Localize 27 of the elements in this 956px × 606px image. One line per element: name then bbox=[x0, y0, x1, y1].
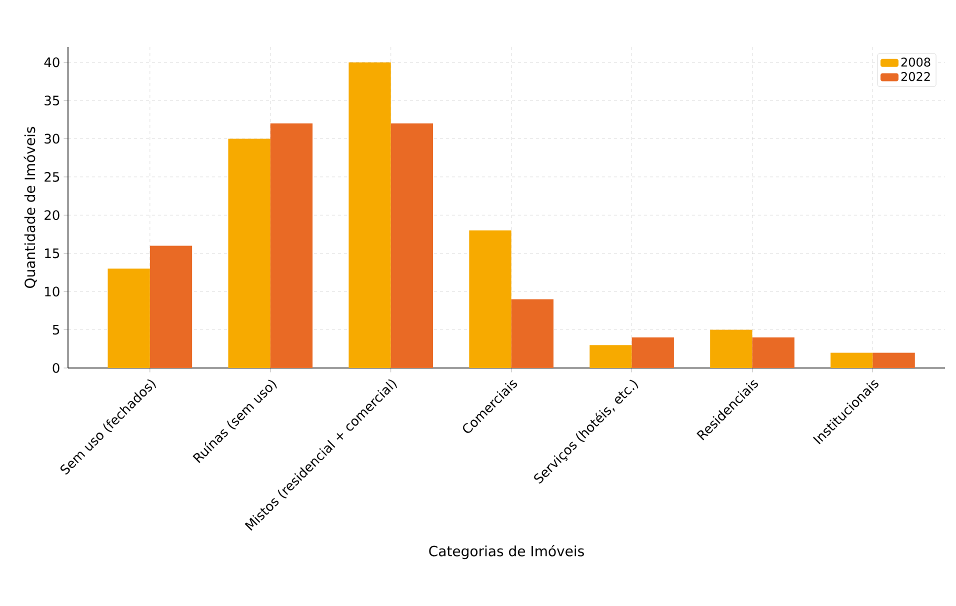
bar bbox=[830, 352, 873, 368]
bar bbox=[108, 268, 150, 368]
y-tick-label: 30 bbox=[44, 134, 60, 144]
bar bbox=[469, 230, 512, 368]
x-axis-title: Categorias de Imóveis bbox=[429, 544, 584, 560]
legend-label: 2022 bbox=[901, 72, 930, 82]
y-tick-label: 40 bbox=[44, 57, 60, 68]
bar bbox=[710, 330, 752, 368]
bar bbox=[872, 352, 915, 368]
y-tick-label: 5 bbox=[52, 324, 60, 335]
y-tick-label: 10 bbox=[45, 286, 60, 296]
y-tick-label: 0 bbox=[52, 363, 60, 373]
bar bbox=[590, 345, 632, 368]
bar bbox=[752, 337, 794, 368]
bar bbox=[511, 299, 554, 368]
bar bbox=[270, 123, 313, 368]
y-tick-label: 35 bbox=[44, 96, 60, 106]
y-tick-label: 20 bbox=[44, 210, 60, 220]
bar bbox=[348, 62, 391, 368]
y-tick-label: 25 bbox=[44, 172, 60, 182]
y-axis-title: Quantidade de Imóveis bbox=[24, 126, 37, 288]
bar bbox=[150, 246, 192, 368]
legend-label: 2008 bbox=[901, 58, 930, 67]
y-tick-label: 15 bbox=[45, 248, 60, 258]
bar bbox=[390, 123, 434, 368]
bar bbox=[228, 138, 270, 368]
bar bbox=[632, 337, 674, 368]
